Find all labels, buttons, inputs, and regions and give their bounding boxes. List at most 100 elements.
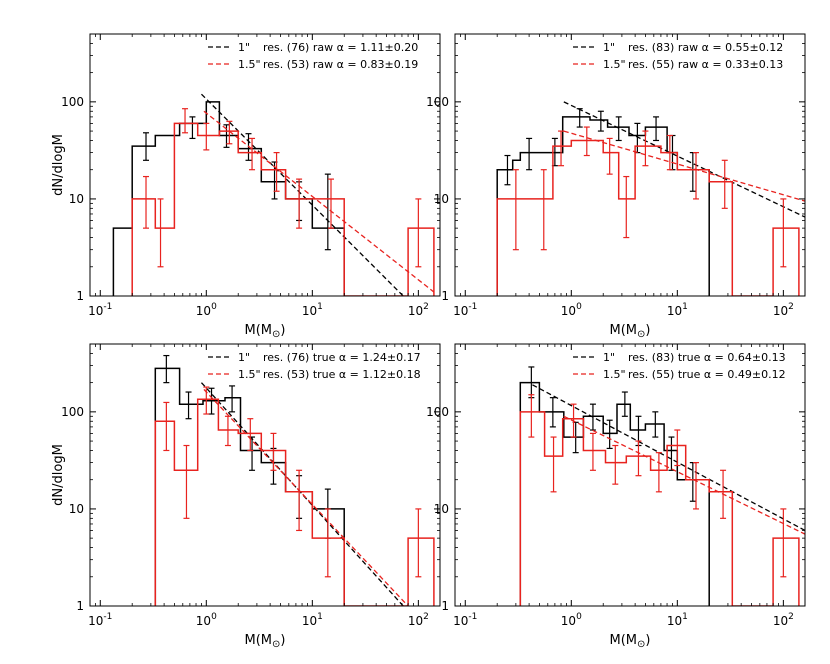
histogram-black — [154, 367, 345, 606]
error-bar — [612, 444, 619, 485]
y-tick-label: 10 — [434, 192, 449, 206]
fit-line-red — [203, 110, 435, 293]
error-bar — [668, 436, 675, 471]
legend: 1" res. (83) true α = 0.64±0.131.5" res. (… — [573, 351, 786, 381]
error-bar — [512, 169, 519, 251]
y-tick-label: 100 — [426, 95, 449, 109]
error-bar — [296, 178, 303, 229]
x-tick-label: 10-1 — [453, 302, 477, 318]
error-bar — [224, 415, 231, 447]
legend-label: 1.5" — [238, 58, 261, 71]
error-bar — [163, 354, 170, 384]
error-bar — [143, 175, 150, 229]
fit-line-black — [200, 382, 404, 606]
x-tick-label: 100 — [561, 302, 582, 318]
error-bar — [655, 452, 662, 493]
legend: 1" res. (76) true α = 1.24±0.171.5" res. (… — [208, 351, 421, 381]
x-tick-label: 102 — [408, 302, 429, 318]
y-tick-label: 10 — [434, 502, 449, 516]
x-tick-label: 100 — [196, 302, 217, 318]
error-bar — [780, 508, 787, 578]
error-bar — [504, 154, 511, 186]
error-bar — [693, 462, 700, 510]
x-axis-label: M(M⊙) — [245, 633, 286, 650]
legend: 1" res. (83) raw α = 0.55±0.121.5" res. (5… — [573, 41, 783, 71]
fit-line-red — [563, 130, 805, 202]
x-tick-label: 10-1 — [88, 302, 112, 318]
histogram-red — [154, 398, 435, 606]
legend-label: res. (83) true α = 0.64±0.13 — [628, 351, 786, 364]
y-tick-label: 1 — [441, 289, 449, 303]
error-bar — [249, 137, 256, 171]
error-bar — [229, 385, 236, 413]
error-bar — [415, 198, 422, 268]
y-axis-label: dN/dlogM — [51, 444, 66, 506]
plot-area — [519, 366, 805, 606]
legend-label: res. (53) raw α = 0.83±0.19 — [263, 58, 418, 71]
error-bar — [183, 444, 190, 519]
y-tick-label: 10 — [69, 502, 84, 516]
error-bar — [576, 108, 583, 128]
panel-top-right: 10-1 100 101 102 1 10 100 M(M⊙) 1" res. (83) raw … — [426, 33, 806, 340]
fit-line-black — [563, 101, 805, 218]
error-bar — [203, 122, 210, 151]
x-tick-label: 102 — [773, 302, 794, 318]
legend-label: 1" — [603, 41, 615, 54]
error-bar — [666, 134, 673, 171]
panel-bottom-left: 10-1 100 101 102 1 10 100 M(M⊙) dN/dlogM 1" res. (… — [51, 343, 441, 650]
y-tick-label: 100 — [61, 405, 84, 419]
fit-line-red — [563, 415, 805, 535]
x-tick-label: 100 — [561, 612, 582, 628]
histogram-black — [519, 381, 710, 606]
panel-bottom-right: 10-1 100 101 102 1 10 100 M(M⊙) 1" res. (83) true… — [426, 343, 806, 650]
axes-frame — [454, 343, 806, 607]
axes-frame — [89, 343, 441, 607]
plot-area — [496, 101, 805, 296]
histogram-red — [131, 122, 435, 296]
error-bar — [208, 387, 215, 415]
plot-area — [112, 93, 435, 296]
error-bar — [621, 391, 628, 417]
error-bar — [635, 440, 642, 477]
error-bar — [540, 169, 547, 251]
histogram-red — [496, 139, 800, 296]
plot-area — [154, 354, 435, 606]
legend-label: res. (76) raw α = 1.11±0.20 — [263, 41, 418, 54]
legend-label: res. (55) raw α = 0.33±0.13 — [628, 58, 783, 71]
legend-label: res. (83) raw α = 0.55±0.12 — [628, 41, 783, 54]
error-bar — [528, 394, 535, 438]
fit-line-black — [200, 93, 404, 296]
axes-frame — [454, 33, 806, 297]
error-bar — [653, 116, 660, 142]
legend: 1" res. (76) raw α = 1.11±0.201.5" res. (5… — [208, 41, 418, 71]
histogram-red — [519, 411, 800, 606]
error-bar — [226, 120, 233, 145]
error-bar — [296, 469, 303, 532]
error-bar — [642, 130, 649, 167]
fit-line-red — [203, 389, 409, 606]
error-bar — [606, 419, 613, 450]
error-bar — [549, 397, 556, 428]
x-tick-label: 101 — [667, 612, 688, 628]
error-bar — [157, 198, 164, 268]
error-bar — [324, 173, 331, 251]
error-bar — [550, 436, 557, 493]
error-bar — [189, 116, 196, 140]
x-axis-label: M(M⊙) — [610, 633, 651, 650]
error-bar — [185, 391, 192, 420]
x-tick-label: 10-1 — [88, 612, 112, 628]
error-bar — [615, 116, 622, 142]
legend-label: 1.5" — [603, 58, 626, 71]
x-axis-label: M(M⊙) — [245, 323, 286, 340]
legend-label: res. (76) true α = 1.24±0.17 — [263, 351, 421, 364]
error-bar — [328, 178, 335, 229]
x-tick-label: 101 — [302, 612, 323, 628]
error-bar — [606, 137, 613, 175]
y-tick-label: 1 — [76, 289, 84, 303]
y-tick-label: 100 — [61, 95, 84, 109]
error-bar — [689, 152, 696, 192]
y-axis-label: dN/dlogM — [51, 134, 66, 196]
panel-top-left: 10-1 100 101 102 1 10 100 M(M⊙) dN/dlogM 1" res. (… — [51, 33, 441, 340]
error-bar — [143, 132, 150, 161]
